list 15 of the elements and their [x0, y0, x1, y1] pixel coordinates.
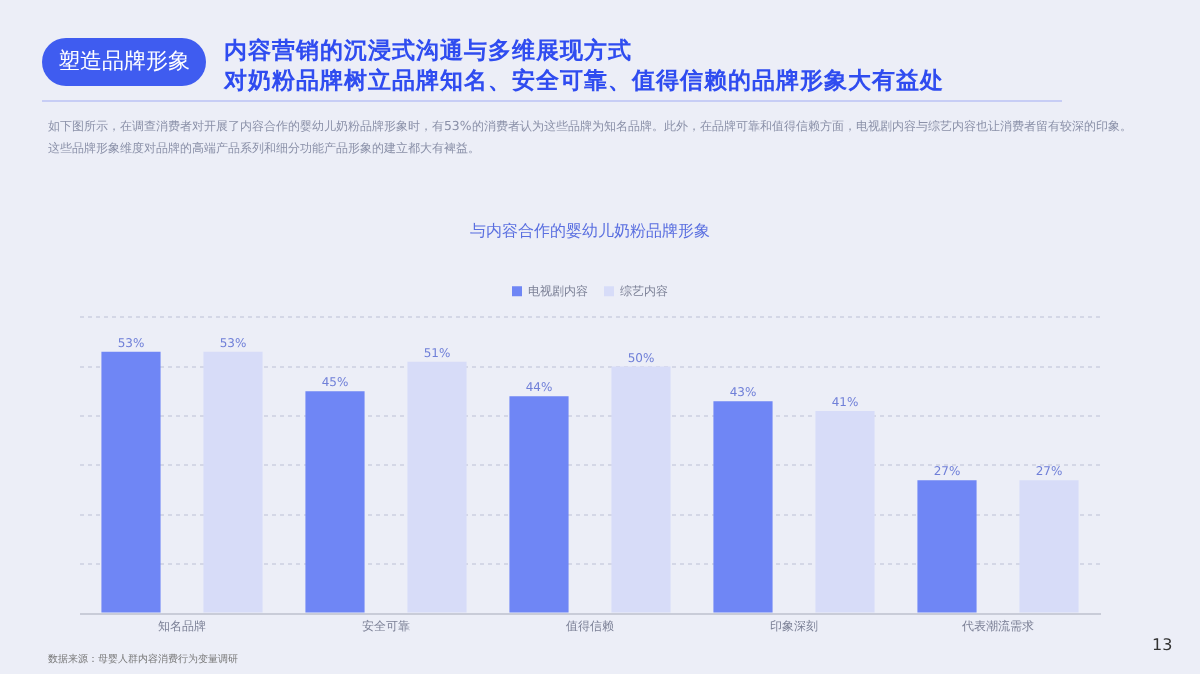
bar	[1019, 480, 1079, 613]
bar	[203, 351, 263, 613]
bar	[815, 411, 875, 613]
bar	[101, 351, 161, 613]
chart-title: 与内容合作的婴幼儿奶粉品牌形象	[470, 222, 710, 241]
text: 对奶粉品牌树立品牌知名、安全可靠、值得信赖的品牌形象大有益处	[224, 66, 944, 94]
text: 13	[1152, 636, 1173, 654]
bar	[917, 480, 977, 613]
bar	[509, 396, 569, 613]
text: 塑造品牌形象	[42, 38, 206, 86]
bar	[407, 361, 467, 613]
bar	[305, 391, 365, 613]
text: 内容营销的沉浸式沟通与多维展现方式	[224, 36, 632, 64]
bar	[713, 401, 773, 613]
bar	[611, 366, 671, 613]
